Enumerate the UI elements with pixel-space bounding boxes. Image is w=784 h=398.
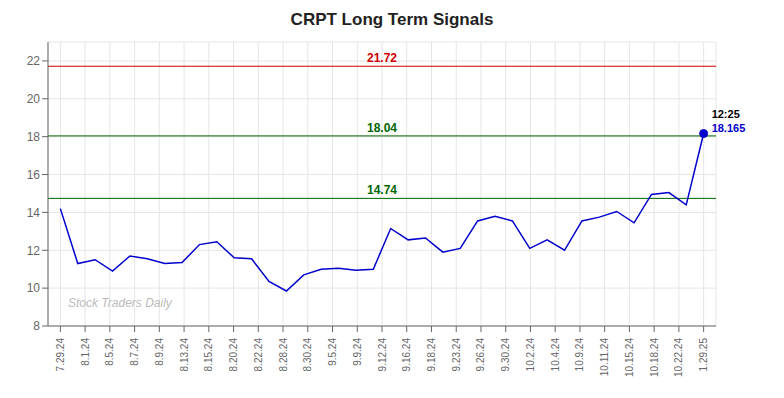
svg-text:14: 14	[27, 206, 41, 220]
svg-text:8.1.24: 8.1.24	[80, 338, 91, 366]
svg-text:16: 16	[27, 168, 41, 182]
svg-text:22: 22	[27, 54, 41, 68]
svg-text:9.5.24: 9.5.24	[327, 338, 338, 366]
svg-text:10.4.24: 10.4.24	[550, 338, 561, 372]
svg-text:18.165: 18.165	[712, 122, 746, 134]
svg-text:9.23.24: 9.23.24	[451, 338, 462, 372]
svg-text:8.5.24: 8.5.24	[104, 338, 115, 366]
svg-text:8.20.24: 8.20.24	[228, 338, 239, 372]
svg-text:9.16.24: 9.16.24	[401, 338, 412, 372]
svg-text:9.30.24: 9.30.24	[500, 338, 511, 372]
svg-text:10.22.24: 10.22.24	[673, 338, 684, 377]
html-text:CRPT Long Term Signals: CRPT Long Term Signals	[290, 10, 494, 29]
svg-text:9.9.24: 9.9.24	[352, 338, 363, 366]
svg-text:1.29.25: 1.29.25	[698, 338, 709, 372]
svg-text:10.11.24: 10.11.24	[599, 338, 610, 377]
svg-text:8.13.24: 8.13.24	[179, 338, 190, 372]
svg-text:10.2.24: 10.2.24	[525, 338, 536, 372]
svg-text:10.15.24: 10.15.24	[624, 338, 635, 377]
svg-text:8.28.24: 8.28.24	[278, 338, 289, 372]
svg-text:10: 10	[27, 281, 41, 295]
html-text:Stock Traders Daily: Stock Traders Daily	[68, 296, 172, 310]
svg-text:9.18.24: 9.18.24	[426, 338, 437, 372]
svg-text:14.74: 14.74	[367, 183, 397, 197]
svg-text:18.04: 18.04	[367, 121, 397, 135]
svg-text:7.29.24: 7.29.24	[55, 338, 66, 372]
svg-text:10.9.24: 10.9.24	[574, 338, 585, 372]
svg-text:21.72: 21.72	[367, 51, 397, 65]
svg-text:20: 20	[27, 92, 41, 106]
svg-text:18: 18	[27, 130, 41, 144]
svg-text:12: 12	[27, 244, 41, 258]
svg-text:8.9.24: 8.9.24	[154, 338, 165, 366]
svg-text:8.7.24: 8.7.24	[129, 338, 140, 366]
svg-text:12:25: 12:25	[712, 108, 740, 120]
svg-text:8.30.24: 8.30.24	[302, 338, 313, 372]
svg-text:9.12.24: 9.12.24	[377, 338, 388, 372]
svg-text:9.26.24: 9.26.24	[475, 338, 486, 372]
svg-text:8.15.24: 8.15.24	[203, 338, 214, 372]
svg-text:8: 8	[33, 319, 40, 333]
svg-text:8.22.24: 8.22.24	[253, 338, 264, 372]
svg-text:10.18.24: 10.18.24	[649, 338, 660, 377]
